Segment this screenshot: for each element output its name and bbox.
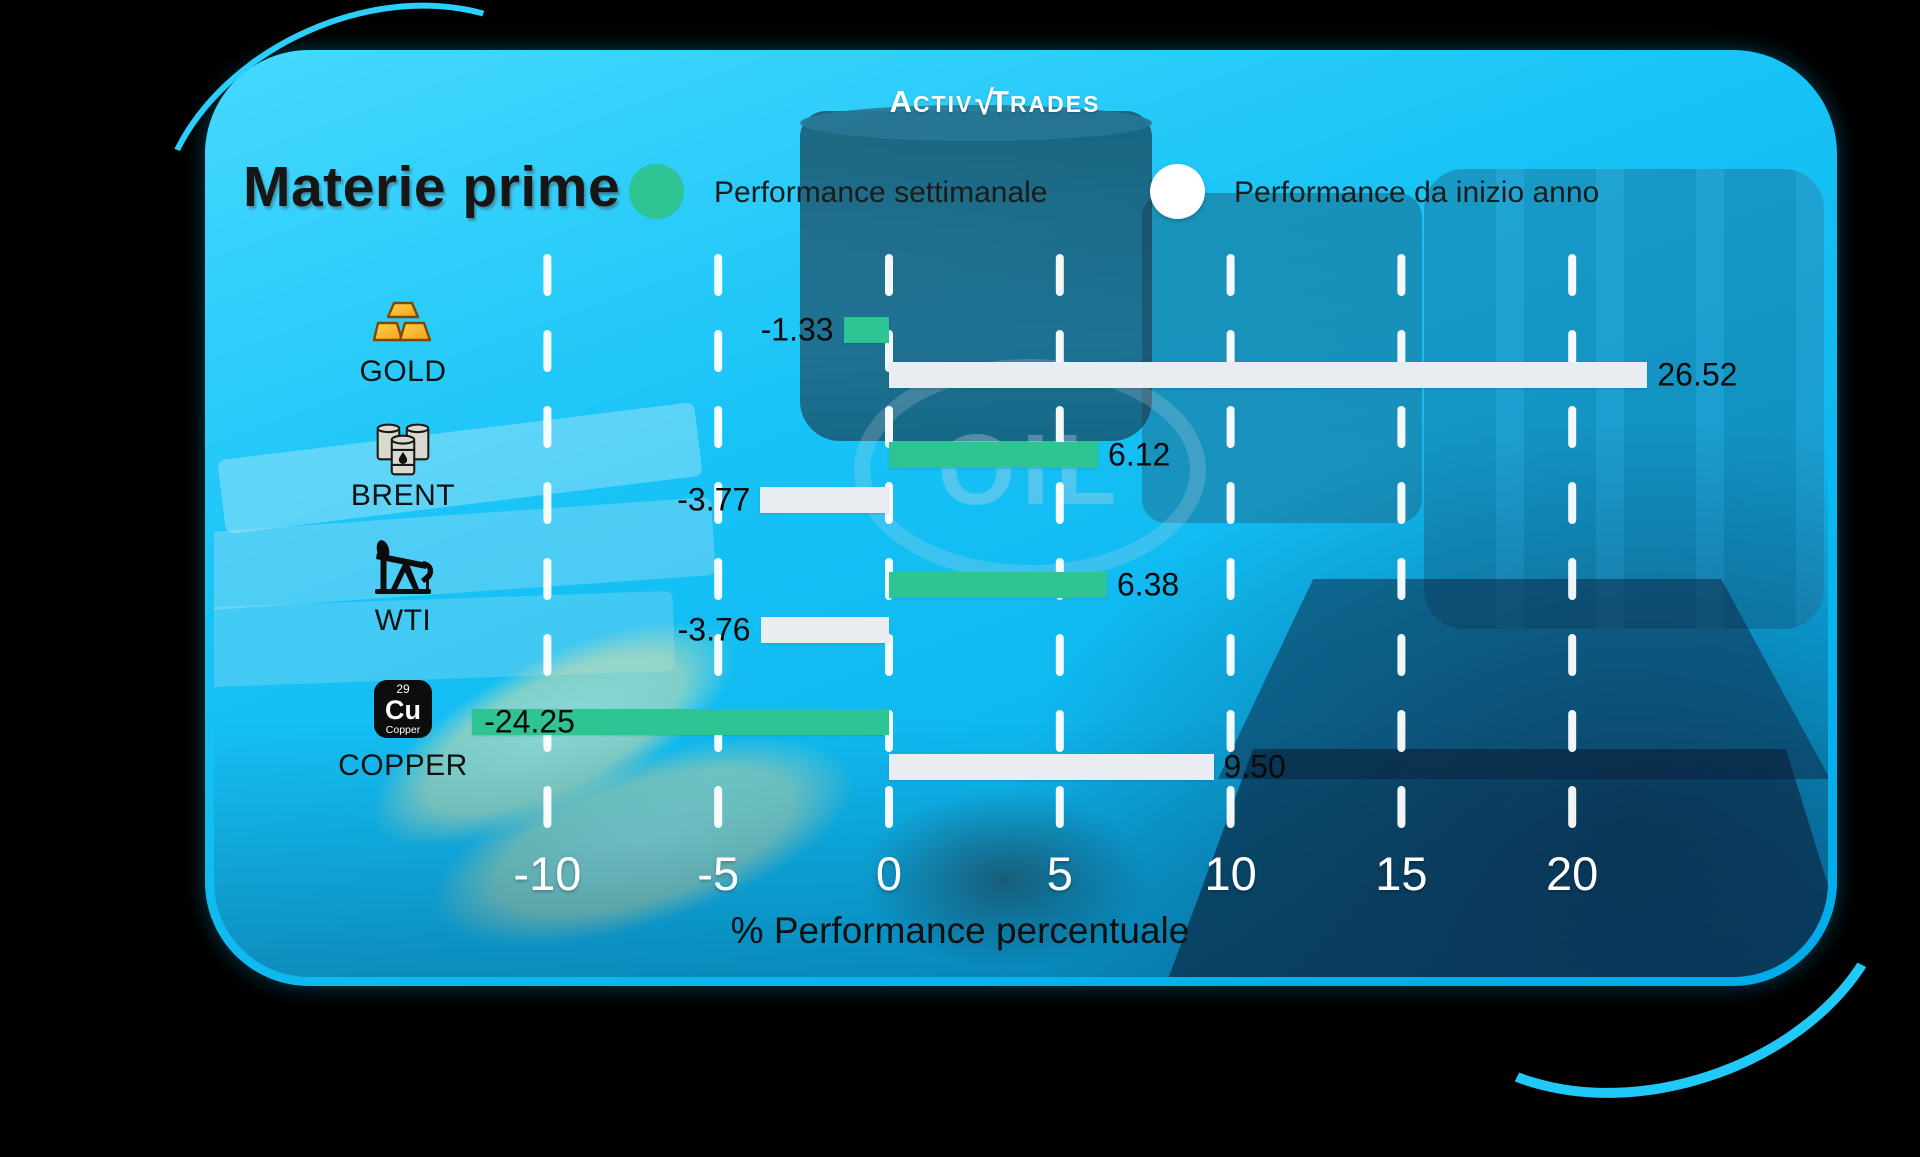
- x-tick-label: 15: [1375, 847, 1428, 900]
- copper-weekly-bar: [472, 709, 889, 735]
- page-title: Materie prime: [243, 155, 621, 219]
- logo-check-icon: √: [975, 84, 994, 122]
- copper-weekly-value: -24.25: [484, 703, 575, 740]
- brent-weekly-bar: [889, 442, 1099, 468]
- gold-bars-icon: [372, 299, 433, 350]
- gold-ytd-bar: [889, 362, 1648, 388]
- commodity-label-brent: BRENT: [350, 479, 456, 512]
- oil-pump-icon: [369, 536, 437, 601]
- x-tick-label: -10: [513, 847, 582, 900]
- gold-weekly-bar: [843, 317, 889, 343]
- x-tick-label: -5: [697, 847, 740, 900]
- gold-ytd-value: 26.52: [1657, 356, 1738, 393]
- wti-weekly-bar: [889, 572, 1107, 598]
- brent-ytd-bar: [760, 487, 889, 513]
- copper-element-icon: 29 Cu Copper: [374, 680, 432, 738]
- x-axis-title: % Performance percentuale: [730, 910, 1190, 951]
- brent-weekly-value: 6.12: [1108, 436, 1171, 473]
- copper-ytd-value: 9.50: [1223, 748, 1286, 785]
- commodity-label-gold: GOLD: [359, 355, 447, 388]
- gold-weekly-value: -1.33: [760, 311, 834, 348]
- card-background: OIL: [214, 59, 1828, 977]
- wti-weekly-value: 6.38: [1116, 566, 1180, 603]
- x-tick-label: 0: [875, 847, 903, 900]
- commodity-label-copper: COPPER: [338, 749, 468, 782]
- x-tick-label: 20: [1546, 847, 1599, 900]
- commodity-label-wti: WTI: [374, 604, 432, 637]
- wti-ytd-value: -3.76: [677, 611, 751, 648]
- background-shading: [214, 59, 1828, 977]
- legend-ytd-dot: [1150, 164, 1205, 219]
- card-border: OIL: [205, 50, 1837, 986]
- activtrades-logo: ACTIV√TRADES: [889, 84, 1101, 122]
- infographic-canvas: OIL ACTIV√TRADES Materie prime Performan…: [100, 0, 1920, 1157]
- x-tick-label: 10: [1204, 847, 1257, 900]
- x-tick-label: 5: [1046, 847, 1073, 900]
- legend-weekly-label: Performance settimanale: [714, 176, 1048, 209]
- brent-ytd-value: -3.77: [677, 481, 751, 518]
- wti-ytd-bar: [760, 617, 889, 643]
- legend-ytd-label: Performance da inizio anno: [1234, 176, 1600, 209]
- oil-barrels-icon: [373, 420, 433, 483]
- legend-weekly-dot: [629, 164, 684, 219]
- copper-ytd-bar: [889, 754, 1214, 780]
